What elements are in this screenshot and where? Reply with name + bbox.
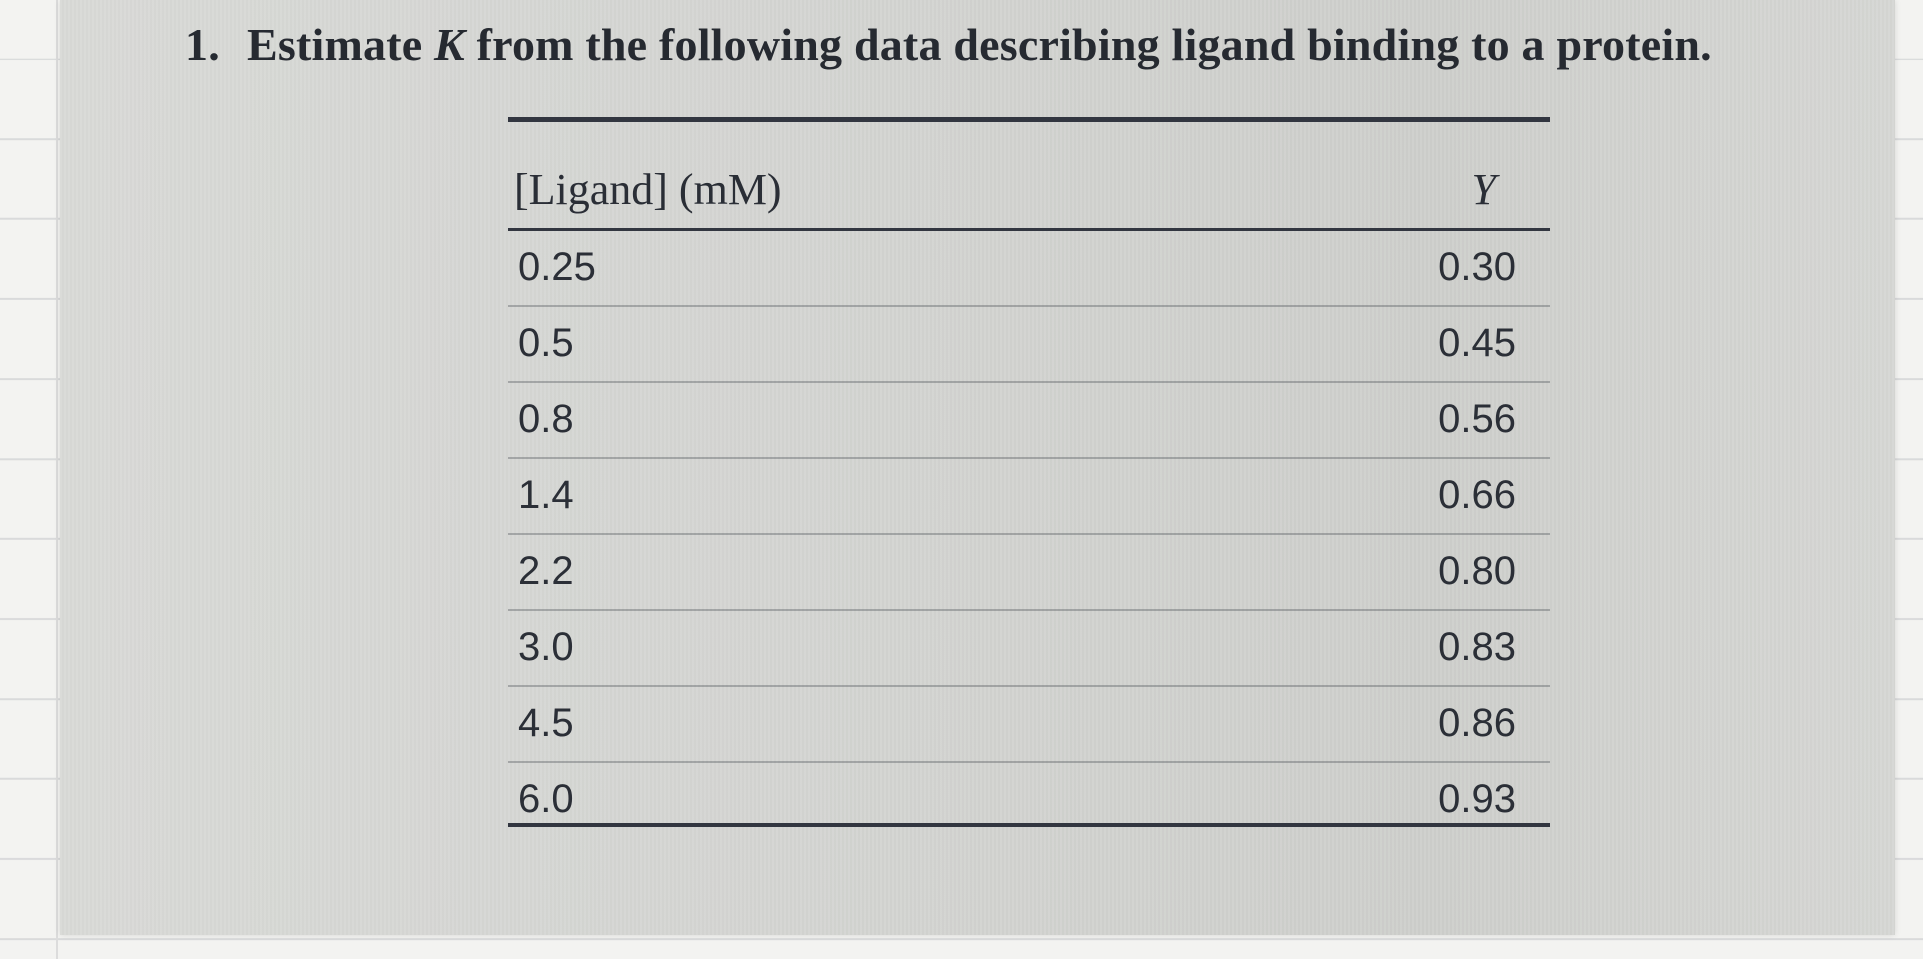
table-row: 2.2 0.80	[508, 535, 1550, 611]
header-ligand: [Ligand] (mM)	[514, 165, 782, 214]
ligand-value: 0.25	[518, 245, 596, 289]
notebook-margin-line	[56, 0, 58, 959]
table-row: 4.5 0.86	[508, 687, 1550, 763]
table-header-row: [Ligand] (mM) Y	[508, 122, 1550, 228]
question-text-before: Estimate	[247, 19, 435, 70]
ligand-value: 6.0	[518, 777, 574, 821]
ligand-value: 2.2	[518, 549, 574, 593]
table-row: 0.25 0.30	[508, 231, 1550, 307]
ligand-value: 3.0	[518, 625, 574, 669]
table-body: 0.25 0.30 0.5 0.45 0.8 0.56 1.4 0.66 2.2…	[508, 231, 1550, 823]
y-value: 0.86	[1438, 701, 1516, 745]
binding-data-table: [Ligand] (mM) Y 0.25 0.30 0.5 0.45 0.8 0…	[508, 117, 1550, 827]
y-value: 0.83	[1438, 625, 1516, 669]
y-value: 0.56	[1438, 397, 1516, 441]
problem-sheet: 1. Estimate K from the following data des…	[60, 0, 1895, 935]
table-header-rule	[508, 228, 1550, 231]
table-row: 0.5 0.45	[508, 307, 1550, 383]
y-value: 0.66	[1438, 473, 1516, 517]
y-value: 0.45	[1438, 321, 1516, 365]
table-row: 3.0 0.83	[508, 611, 1550, 687]
y-value: 0.80	[1438, 549, 1516, 593]
table-top-rule	[508, 117, 1550, 122]
y-value: 0.93	[1438, 777, 1516, 821]
table-bottom-rule	[508, 823, 1550, 827]
question-variable: K	[434, 19, 465, 70]
y-value: 0.30	[1438, 245, 1516, 289]
ligand-value: 1.4	[518, 473, 574, 517]
question-number: 1.	[185, 19, 220, 70]
ligand-value: 0.5	[518, 321, 574, 365]
table-row: 0.8 0.56	[508, 383, 1550, 459]
question-text-after: from the following data describing ligan…	[464, 19, 1712, 70]
question-text: 1. Estimate K from the following data des…	[185, 18, 1712, 71]
table-row: 1.4 0.66	[508, 459, 1550, 535]
ligand-value: 4.5	[518, 701, 574, 745]
ligand-value: 0.8	[518, 397, 574, 441]
table-row: 6.0 0.93	[508, 763, 1550, 837]
header-y: Y	[1471, 165, 1496, 214]
